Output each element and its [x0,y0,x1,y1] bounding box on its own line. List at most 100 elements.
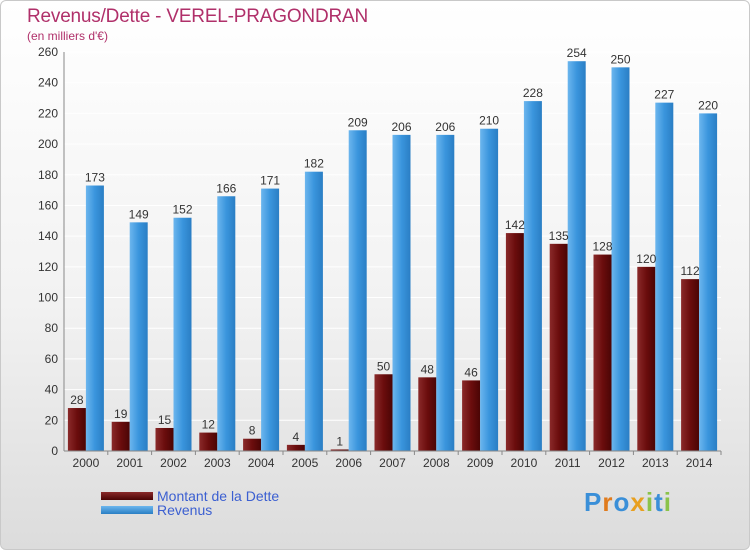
bar-revenus [85,185,104,451]
data-label-revenus: 220 [698,98,718,112]
logo-letter: i [663,487,672,517]
y-tick-label: 60 [45,352,59,366]
data-label-dette: 48 [421,362,435,376]
y-tick-label: 140 [38,229,58,243]
y-tick-label: 200 [38,137,58,151]
logo-letter: r [602,487,614,517]
x-tick-label: 2007 [379,456,406,470]
bar-dette [681,279,700,451]
logo-letter: o [613,487,631,517]
y-tick-label: 220 [38,106,58,120]
data-label-dette: 19 [114,407,128,421]
y-tick-label: 100 [38,291,58,305]
x-tick-label: 2010 [511,456,538,470]
data-label-dette: 50 [377,359,391,373]
data-label-dette: 46 [464,365,478,379]
data-label-revenus: 254 [567,46,587,60]
legend-swatch-dette [101,492,153,500]
data-label-dette: 112 [681,264,700,278]
bar-dette [330,449,349,451]
legend-item-dette: Montant de la Dette [101,488,279,504]
data-label-dette: 4 [293,430,300,444]
bar-revenus [304,171,323,451]
y-tick-label: 260 [38,45,58,59]
data-label-dette: 1 [336,434,343,448]
bar-revenus [217,196,236,451]
data-label-revenus: 166 [216,181,236,195]
bar-revenus [480,128,499,451]
proxiti-logo: Proxiti [584,487,672,518]
data-label-dette: 8 [249,424,256,438]
data-label-dette: 135 [549,229,569,243]
bar-dette [155,427,174,451]
y-tick-label: 80 [45,321,59,335]
x-tick-label: 2013 [642,456,669,470]
bar-dette [462,380,481,451]
logo-letter: P [584,487,603,517]
bar-dette [199,432,218,451]
bar-revenus [261,188,280,452]
x-tick-label: 2011 [555,456,581,470]
bar-revenus [173,217,192,451]
bar-revenus [348,130,367,451]
data-label-revenus: 182 [304,157,324,171]
y-tick-label: 120 [38,260,58,274]
data-label-revenus: 206 [435,120,455,134]
bar-dette [418,377,437,451]
bar-revenus [436,134,455,451]
x-tick-label: 2009 [467,456,494,470]
x-tick-label: 2004 [248,456,275,470]
x-tick-label: 2003 [204,456,231,470]
y-tick-label: 180 [38,168,58,182]
data-label-dette: 120 [636,252,656,266]
data-label-revenus: 228 [523,86,543,100]
bar-dette [286,444,305,451]
bar-dette [637,266,656,451]
bar-dette [67,408,86,451]
x-tick-label: 2002 [160,456,187,470]
data-label-revenus: 149 [129,207,149,221]
logo-letter: x [630,487,646,517]
x-tick-label: 2014 [686,456,713,470]
bar-revenus [611,67,630,451]
data-label-revenus: 173 [85,171,105,185]
x-tick-label: 2000 [73,456,100,470]
bar-revenus [129,222,148,451]
data-label-revenus: 206 [391,120,411,134]
bar-revenus [523,101,542,451]
legend-label-revenus: Revenus [157,502,213,518]
data-label-revenus: 152 [172,203,192,217]
chart-title: Revenus/Dette - VEREL-PRAGONDRAN [27,6,368,27]
data-label-dette: 128 [592,240,612,254]
data-label-dette: 28 [70,393,84,407]
y-tick-label: 20 [45,413,59,427]
data-label-revenus: 171 [260,174,280,188]
bar-dette [374,374,393,451]
y-tick-label: 0 [51,444,58,458]
bar-revenus [567,61,586,451]
x-tick-label: 2008 [423,456,450,470]
x-tick-label: 2006 [335,456,362,470]
x-tick-label: 2001 [116,456,143,470]
x-tick-label: 2012 [598,456,625,470]
bar-revenus [392,134,411,451]
bar-revenus [655,102,674,452]
legend-item-revenus: Revenus [101,502,212,518]
chart-subtitle: (en milliers d'€) [27,29,108,43]
data-label-dette: 15 [158,413,172,427]
logo-letter: i [645,487,655,517]
data-label-revenus: 210 [479,114,499,128]
legend-label-dette: Montant de la Dette [157,488,280,504]
bar-revenus [699,113,718,451]
bar-dette [593,254,612,451]
x-tick-label: 2005 [292,456,319,470]
data-label-revenus: 209 [348,115,368,129]
bar-dette [505,233,524,451]
data-label-revenus: 250 [610,52,630,66]
data-label-revenus: 227 [654,88,674,102]
y-tick-label: 240 [38,76,58,90]
y-tick-label: 40 [45,383,59,397]
bar-dette [549,243,568,451]
